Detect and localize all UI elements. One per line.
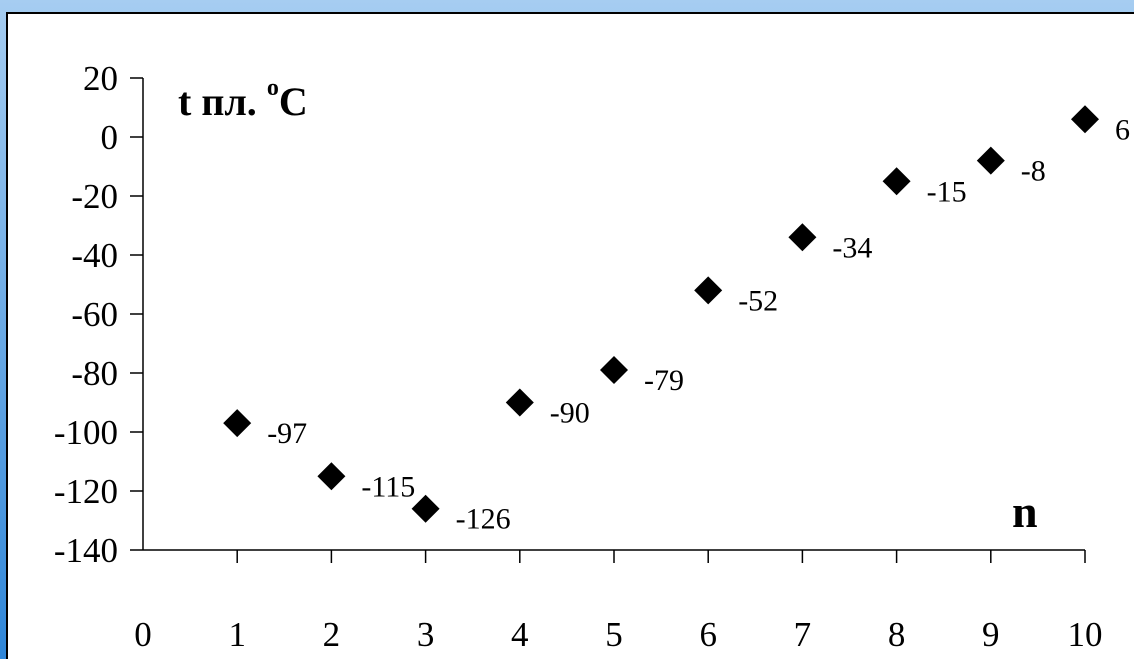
y-tick-label: 20 (83, 59, 118, 98)
x-tick-label: 9 (982, 615, 1000, 654)
x-tick-label: 8 (888, 615, 906, 654)
y-axis-title-degree: o (267, 75, 279, 101)
y-tick-label: -20 (71, 177, 118, 216)
x-axis-title: n (1012, 486, 1038, 537)
data-point-marker (788, 223, 817, 252)
data-point-marker (600, 356, 628, 385)
data-point-label: -126 (456, 503, 511, 536)
x-axis-ticks: 0 1 2 3 4 5 6 7 8 9 10 (134, 550, 1103, 654)
y-tick-label: -140 (54, 531, 118, 570)
data-point-marker (976, 146, 1005, 175)
y-tick-label: -100 (54, 413, 118, 452)
data-point-marker (317, 462, 346, 491)
x-tick-label: 0 (134, 615, 152, 654)
y-tick-label: 0 (101, 118, 119, 157)
x-tick-label: 7 (794, 615, 812, 654)
x-tick-label: 6 (699, 615, 717, 654)
y-tick-label: -40 (71, 236, 118, 275)
y-tick-label: -60 (71, 295, 118, 334)
y-axis-title-unit: C (279, 79, 308, 124)
data-point-label: -34 (832, 231, 872, 264)
data-point-marker (882, 167, 911, 196)
data-point-marker (505, 388, 534, 417)
x-tick-label: 3 (417, 615, 435, 654)
x-tick-label: 5 (605, 615, 623, 654)
data-point-label: -97 (267, 417, 307, 450)
data-point-label: 6 (1115, 113, 1130, 146)
data-point-marker (223, 409, 252, 438)
y-tick-label: -120 (54, 472, 118, 511)
data-point-marker (1071, 105, 1099, 134)
y-axis-ticks: 20 0 -20 -40 -60 -80 -100 -120 -140 (54, 59, 143, 570)
x-tick-label: 10 (1068, 615, 1103, 654)
data-point-marker (694, 276, 723, 305)
data-point-label: -79 (644, 364, 684, 397)
x-tick-label: 2 (323, 615, 341, 654)
plot-area-background (6, 12, 1134, 659)
data-points (223, 105, 1099, 523)
x-tick-label: 1 (228, 615, 246, 654)
data-point-label: -90 (550, 397, 590, 430)
data-point-label: -15 (927, 175, 967, 208)
data-point-label: -8 (1021, 155, 1046, 188)
y-axis-title: t пл. oC (178, 75, 308, 124)
data-labels: -97 -115 -126 -90 -79 -52 -34 -15 -8 6 (267, 113, 1130, 535)
data-point-label: -115 (361, 470, 415, 503)
data-point-marker (411, 494, 440, 523)
y-tick-label: -80 (71, 354, 118, 393)
x-tick-label: 4 (511, 615, 529, 654)
data-point-label: -52 (738, 284, 778, 317)
y-axis-title-main: t пл. (178, 79, 267, 124)
